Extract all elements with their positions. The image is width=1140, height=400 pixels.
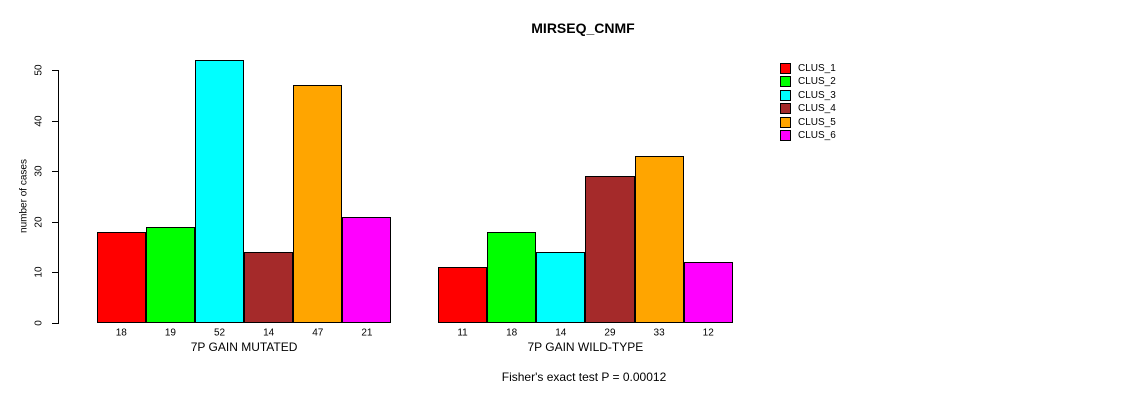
legend-item: CLUS_2	[780, 76, 836, 88]
y-axis-tick-label: 30	[33, 165, 45, 177]
legend-swatch	[780, 103, 791, 115]
y-axis-tick-label: 0	[33, 320, 45, 326]
bar-value-label: 47	[312, 327, 324, 339]
y-axis-tick	[51, 120, 59, 122]
y-axis-tick-label: 10	[33, 266, 45, 278]
bar-value-label: 19	[164, 327, 176, 339]
bar-clus_1	[438, 267, 488, 323]
legend-swatch	[780, 76, 791, 88]
chart-title: MIRSEQ_CNMF	[531, 20, 635, 36]
legend-label: CLUS_3	[798, 89, 836, 101]
y-axis-tick	[51, 323, 59, 324]
legend-item: CLUS_5	[780, 116, 836, 128]
y-axis-label: number of cases	[18, 159, 30, 233]
bar-clus_5	[293, 85, 343, 323]
bar-value-label: 21	[361, 327, 373, 339]
bar-value-label: 12	[702, 327, 714, 339]
bar-value-label: 18	[115, 327, 127, 339]
fisher-test-annotation: Fisher's exact test P = 0.00012	[501, 370, 667, 384]
legend-swatch	[780, 129, 791, 141]
bar-value-label: 52	[213, 327, 226, 339]
y-axis-tick	[51, 171, 59, 173]
legend-item: CLUS_4	[780, 103, 836, 115]
legend-label: CLUS_2	[798, 76, 836, 88]
bar-clus_2	[487, 231, 537, 323]
legend: CLUS_1 CLUS_2 CLUS_3 CLUS_4 CLUS_5 CLUS_6	[780, 63, 836, 141]
bar-clus_6	[683, 262, 733, 323]
legend-swatch	[780, 89, 791, 101]
bar-clus_6	[342, 216, 392, 323]
bar-value-label: 18	[506, 327, 518, 339]
legend-swatch	[780, 116, 791, 128]
bar-clus_3	[536, 252, 586, 323]
bar-value-label: 11	[457, 327, 468, 339]
y-axis-tick-label: 20	[33, 216, 45, 228]
bar-clus_2	[145, 226, 195, 323]
x-axis-group-label: 7P GAIN MUTATED	[190, 340, 298, 354]
bar-value-label: 33	[653, 327, 665, 339]
legend-label: CLUS_4	[798, 103, 836, 115]
legend-label: CLUS_1	[798, 63, 836, 74]
y-axis-tick	[51, 221, 59, 223]
legend-item: CLUS_3	[780, 89, 836, 101]
bar-clus_4	[244, 252, 294, 323]
y-axis-tick	[51, 70, 59, 71]
legend-label: CLUS_5	[798, 116, 836, 128]
x-axis-group-label: 7P GAIN WILD-TYPE	[527, 340, 644, 354]
bar-value-label: 29	[604, 327, 616, 339]
bar-clus_3	[194, 59, 245, 323]
bar-value-label: 14	[555, 327, 567, 339]
y-axis-tick-label: 40	[33, 115, 45, 127]
y-axis-tick	[51, 272, 59, 274]
legend-label: CLUS_6	[798, 129, 836, 141]
legend-item: CLUS_1	[780, 63, 836, 74]
legend-item: CLUS_6	[780, 129, 836, 141]
bar-value-label: 14	[263, 327, 275, 339]
bar-clus_4	[585, 176, 635, 323]
y-axis-tick-label: 50	[33, 64, 45, 76]
legend-swatch	[780, 63, 791, 74]
bar-clus_1	[96, 231, 146, 323]
y-axis-line	[58, 70, 59, 324]
bar-clus_5	[634, 156, 684, 323]
